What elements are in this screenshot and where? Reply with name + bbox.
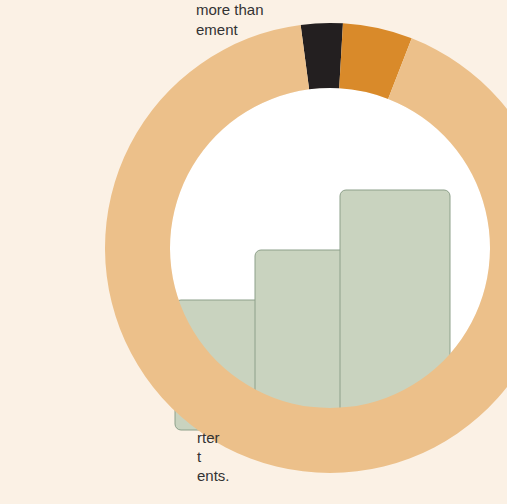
- svg-text:ement: ement: [196, 21, 239, 38]
- svg-text:ents.: ents.: [197, 467, 230, 484]
- svg-text:rter: rter: [197, 429, 220, 446]
- svg-text:t: t: [197, 448, 202, 465]
- svg-text:more than: more than: [196, 1, 264, 18]
